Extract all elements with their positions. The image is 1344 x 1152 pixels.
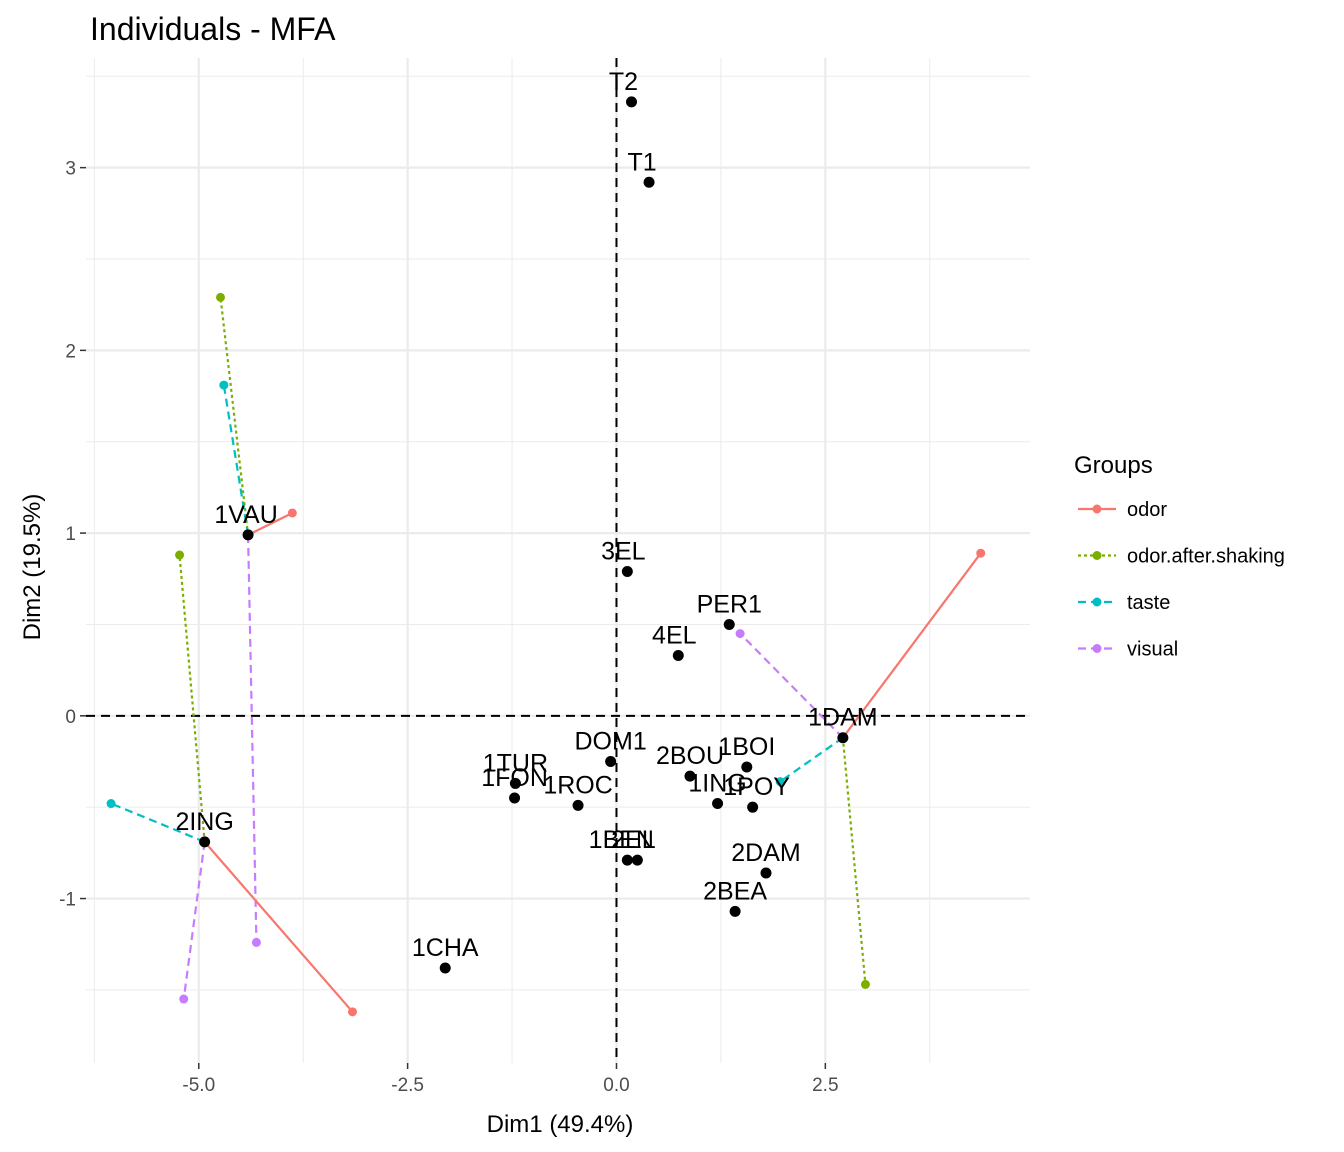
individual-point [741,761,753,773]
individual-point [439,962,451,974]
individual-label: T2 [609,68,638,96]
individual-point [509,777,521,789]
individual-point [621,854,633,866]
individual-point [242,529,254,541]
y-tick-label: 3 [65,159,76,180]
individual-label: 1BEN [589,826,654,854]
y-axis-ticks: -1 0 1 2 3 [59,159,86,911]
partial-segment [739,632,844,739]
individual-point [572,799,584,811]
partial-point [347,1007,357,1017]
individual-point [747,801,759,813]
x-tick-label: -2.5 [391,1075,424,1096]
individual-point [621,565,633,577]
legend: Groups odor odor.after.shaking taste visual [1074,452,1285,661]
individual-point [729,905,741,917]
legend-title: Groups [1074,452,1153,479]
legend-key-point [1092,504,1102,514]
legend-key-point [1092,644,1102,653]
partial-point [775,777,785,787]
individual-label: 1ROC [543,771,612,799]
partial-segment [110,802,206,843]
partial-segment [247,512,293,536]
partial-point [175,550,185,560]
partial-point [976,548,986,558]
chart-title: Individuals - MFA [90,11,336,47]
x-tick-label: 2.5 [812,1075,838,1096]
individual-point [712,798,724,810]
individual-label: 1CHA [412,934,479,962]
partial-point [215,292,225,302]
individual-label: 2BEA [703,877,767,905]
individual-label: 2BOU [656,742,724,770]
individual-label: T1 [627,148,656,176]
individual-label: 2EL [611,826,656,854]
partial-segment [246,534,258,943]
legend-label: odor.after.shaking [1127,546,1285,568]
individual-label: 4EL [652,622,697,650]
y-axis-title: Dim2 (19.5%) [19,494,46,641]
partial-segment [178,554,206,842]
partial-point [219,380,229,390]
x-tick-label: 0.0 [603,1075,629,1096]
x-axis-title: Dim1 (49.4%) [487,1111,634,1138]
legend-label: taste [1127,592,1170,614]
individual-point [605,756,617,767]
individual-label: 1DAM [808,704,877,732]
partial-point [179,994,189,1004]
partial-segment [182,841,206,1000]
individual-label: 1FON [481,764,548,792]
partial-point [860,979,870,989]
legend-key-point [1092,551,1102,560]
y-tick-label: 1 [65,524,76,545]
partial-point [251,937,261,947]
y-tick-label: 2 [65,341,76,362]
individual-point [672,650,684,662]
y-tick-label: 0 [65,707,76,728]
partial-point [106,799,116,809]
partial-segment [219,297,250,536]
individual-point [631,854,643,866]
x-axis-ticks: -5.0 -2.5 0.0 2.5 [182,1063,839,1096]
partial-points [106,292,986,1017]
individual-label: DOM1 [575,728,647,756]
individual-point [837,732,849,744]
partial-point [287,508,297,518]
individual-label: 1ING [688,770,746,798]
individual-label: 1POY [723,773,790,801]
individual-label: 2ING [175,808,233,836]
individual-point [684,770,696,782]
individual-label: 3EL [601,537,646,565]
individual-label: 1TUR [483,749,548,777]
individual-point [643,176,655,188]
individual-point [760,867,772,879]
x-tick-label: -5.0 [182,1075,215,1096]
y-tick-label: -1 [59,890,76,911]
grid [86,58,1030,1063]
individual-label: 2DAM [731,839,800,867]
individual-label: 1BOI [718,733,775,761]
legend-key-point [1092,597,1102,607]
partial-segment [203,841,354,1013]
individual-label: 1VAU [214,501,277,529]
individual-point [509,792,521,804]
partial-point [735,629,745,639]
legend-label: odor [1127,499,1167,521]
individual-point [199,836,211,848]
individual-points [199,96,849,974]
partial-segment [841,552,982,739]
individual-point [723,618,735,630]
legend-label: visual [1127,639,1178,661]
partial-segment [841,737,867,985]
individual-point [626,96,638,108]
individual-label: PER1 [697,590,762,618]
reference-lines [86,58,1030,1063]
